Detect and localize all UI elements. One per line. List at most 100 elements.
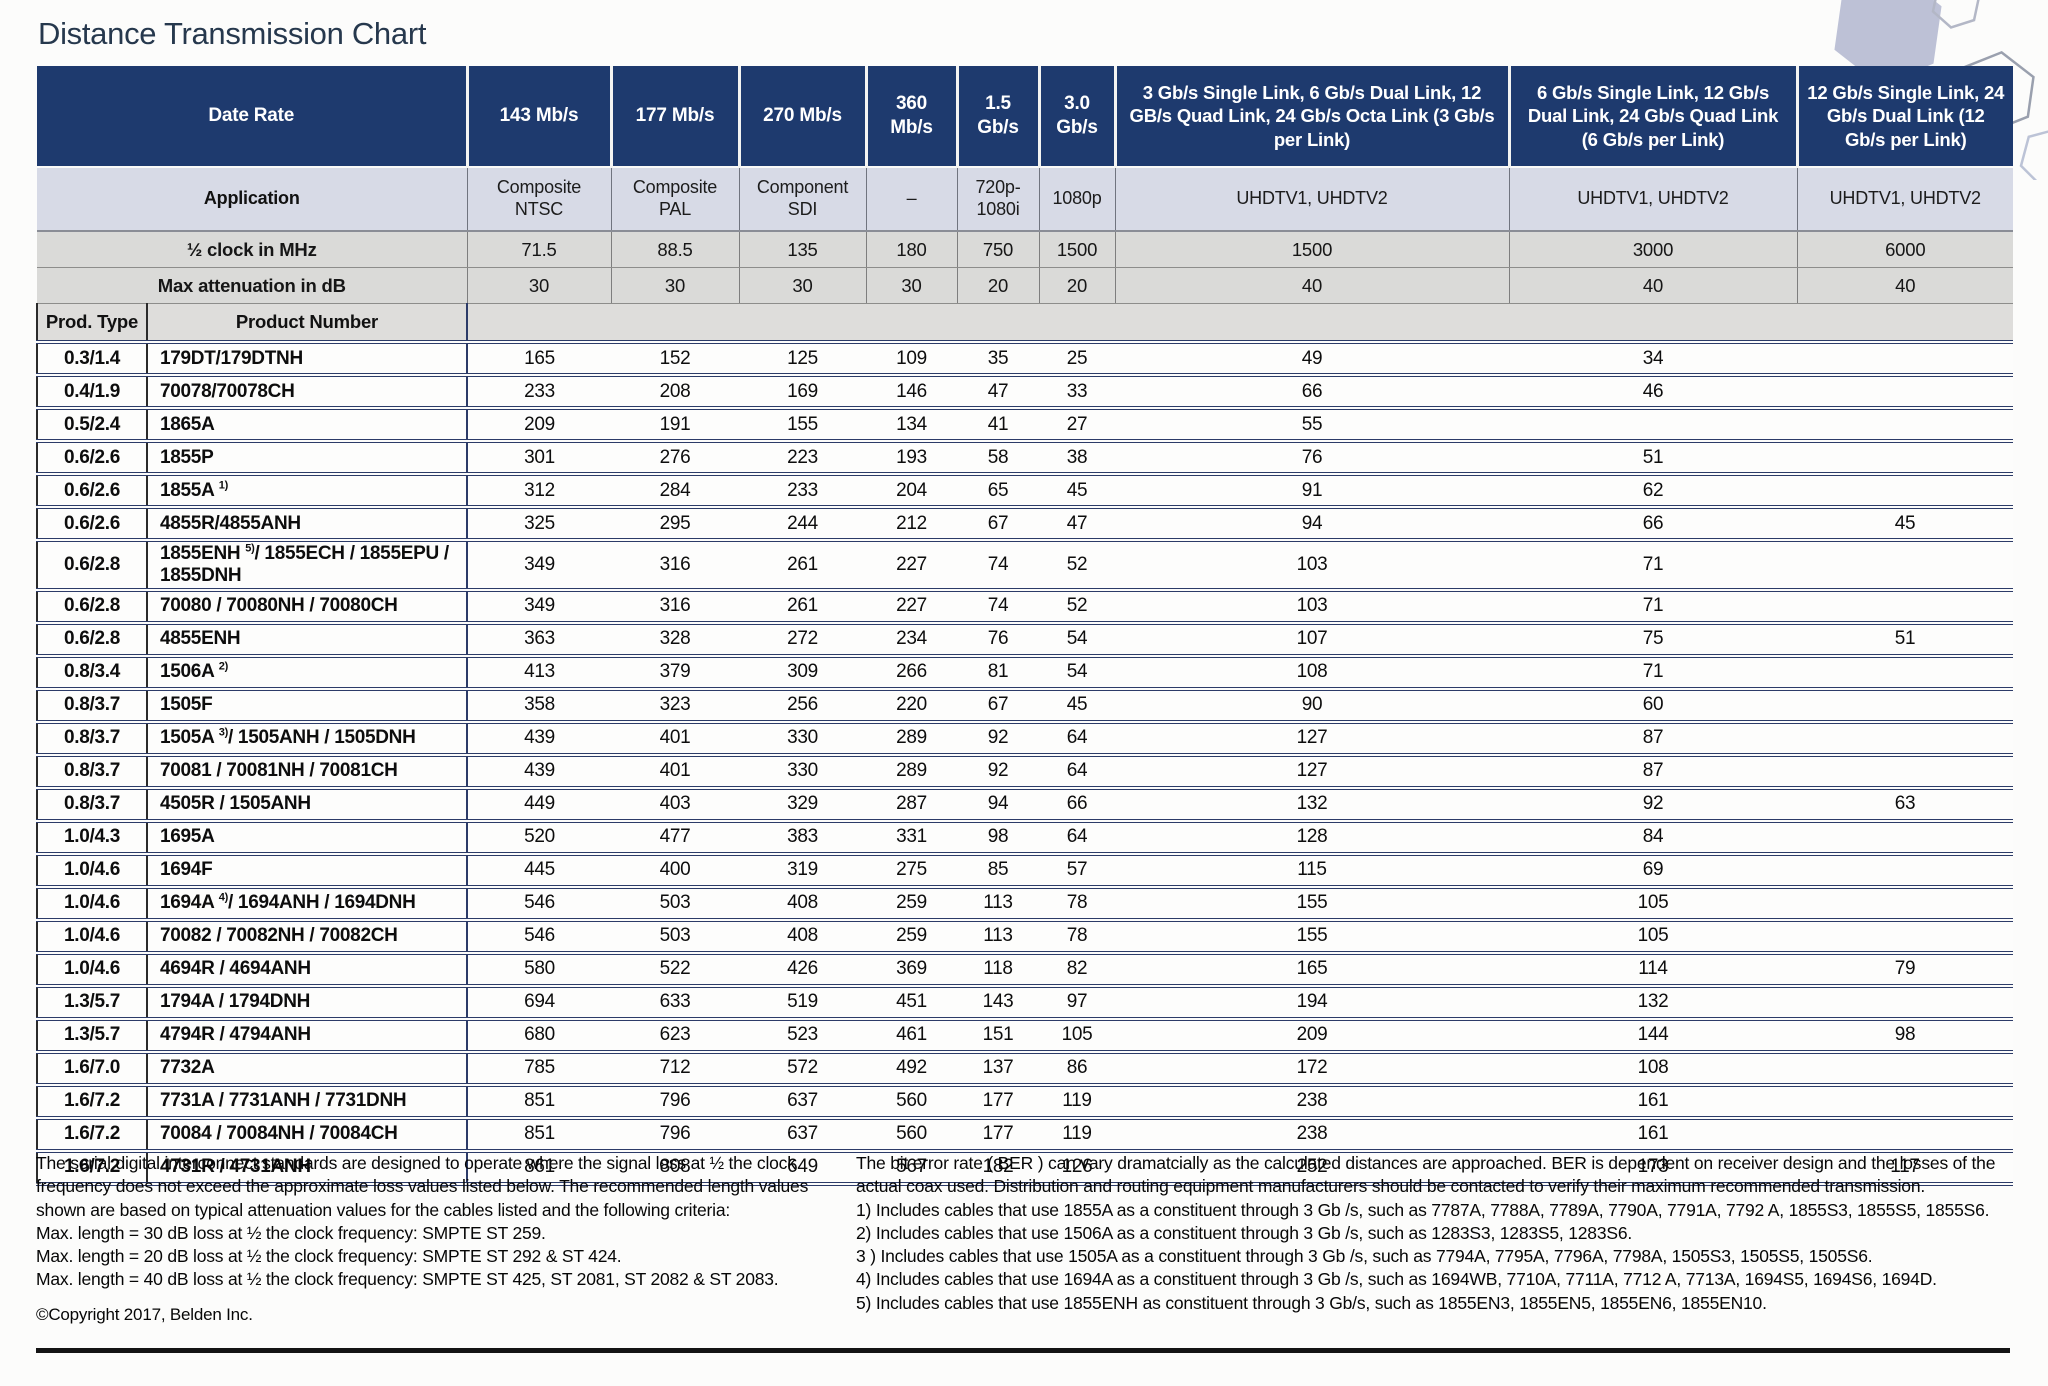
cell-distance-value: 169 — [739, 373, 866, 408]
cell-distance-value: 330 — [739, 719, 866, 755]
cell-distance-value: 445 — [467, 851, 611, 887]
cell-distance-value: 86 — [1039, 1049, 1115, 1085]
data-rate-header-row: Date Rate 143 Mb/s 177 Mb/s 270 Mb/s 360… — [37, 66, 2013, 167]
cell-distance-value: 363 — [467, 620, 611, 656]
cell-distance-value: 492 — [866, 1049, 957, 1085]
cell-distance-value: 212 — [866, 505, 957, 540]
half-clock-cell: 3000 — [1509, 231, 1798, 268]
cell-distance-value: 323 — [611, 686, 739, 722]
cell-product-number: 1865A — [147, 406, 468, 441]
cell-distance-value: 785 — [467, 1049, 611, 1085]
cell-distance-value: 69 — [1509, 851, 1797, 887]
cell-distance-value: 115 — [1115, 851, 1509, 887]
max-attenuation-cell: 30 — [611, 267, 740, 304]
table-row: 1.0/4.6 1694A 4)/ 1694ANH / 1694DNH 546 503… — [36, 884, 2013, 920]
cell-distance-value: 851 — [467, 1082, 611, 1118]
half-clock-corner-label: ½ clock in MHz — [37, 231, 468, 268]
cell-distance-value: 194 — [1115, 983, 1509, 1019]
half-clock-cell: 750 — [957, 231, 1040, 268]
application-cell: UHDTV1, UHDTV2 — [1509, 166, 1798, 232]
cell-prod-type: 1.6/7.0 — [36, 1049, 148, 1085]
cell-distance-value: 33 — [1039, 373, 1115, 408]
cell-distance-value: 165 — [467, 340, 611, 375]
cell-distance-value: 408 — [739, 884, 866, 920]
application-cell: 1080p — [1039, 166, 1116, 232]
cell-distance-value: 109 — [866, 340, 957, 375]
cell-distance-value: 62 — [1509, 472, 1797, 507]
cell-distance-value: 27 — [1039, 406, 1115, 441]
cell-distance-value: 75 — [1509, 620, 1797, 656]
cell-distance-value: 92 — [1509, 785, 1797, 821]
cell-distance-value: 113 — [957, 884, 1039, 920]
cell-distance-value: 113 — [957, 917, 1039, 953]
product-header-spacer — [467, 303, 2013, 342]
cell-distance-value: 289 — [866, 752, 957, 788]
cell-distance-value: 64 — [1039, 818, 1115, 854]
cell-distance-value: 57 — [1039, 851, 1115, 887]
cell-distance-value: 108 — [1115, 653, 1509, 689]
cell-prod-type: 0.8/3.7 — [36, 719, 148, 755]
cell-product-number: 1505A 3)/ 1505ANH / 1505DNH — [147, 719, 468, 755]
cell-distance-value: 637 — [739, 1082, 866, 1118]
cell-distance-value: 309 — [739, 653, 866, 689]
cell-distance-value: 51 — [1797, 620, 2013, 656]
cell-distance-value: 90 — [1115, 686, 1509, 722]
table-row: 0.3/1.4 179DT/179DTNH 165 152 125 109 35 25 49 34 — [36, 340, 2013, 375]
cell-distance-value: 349 — [467, 538, 611, 590]
cell-distance-value: 60 — [1509, 686, 1797, 722]
cell-distance-value: 71 — [1509, 538, 1797, 590]
cell-distance-value: 91 — [1115, 472, 1509, 507]
cell-distance-value — [1797, 719, 2013, 755]
cell-distance-value: 119 — [1039, 1082, 1115, 1118]
half-clock-cell: 6000 — [1797, 231, 2013, 268]
cell-distance-value: 560 — [866, 1115, 957, 1151]
cell-distance-value: 275 — [866, 851, 957, 887]
cell-distance-value: 238 — [1115, 1115, 1509, 1151]
cell-distance-value: 161 — [1509, 1115, 1797, 1151]
cell-prod-type: 0.5/2.4 — [36, 406, 148, 441]
cell-distance-value: 560 — [866, 1082, 957, 1118]
cell-distance-value: 155 — [739, 406, 866, 441]
cell-distance-value: 34 — [1509, 340, 1797, 375]
cell-distance-value: 127 — [1115, 752, 1509, 788]
cell-distance-value: 227 — [866, 587, 957, 623]
cell-distance-value: 67 — [957, 505, 1039, 540]
cell-product-number: 4731R / 4731ANH — [147, 1148, 468, 1186]
cell-distance-value: 84 — [1509, 818, 1797, 854]
cell-distance-value: 330 — [739, 752, 866, 788]
cell-product-number: 4794R / 4794ANH — [147, 1016, 468, 1052]
cell-distance-value: 177 — [957, 1115, 1039, 1151]
cell-product-number: 7732A — [147, 1049, 468, 1085]
cell-distance-value: 259 — [866, 884, 957, 920]
half-clock-cell: 135 — [739, 231, 867, 268]
cell-distance-value: 208 — [611, 373, 739, 408]
cell-prod-type: 1.0/4.6 — [36, 884, 148, 920]
cell-distance-value: 244 — [739, 505, 866, 540]
cell-distance-value: 54 — [1039, 653, 1115, 689]
cell-distance-value: 177 — [957, 1082, 1039, 1118]
cell-distance-value: 52 — [1039, 538, 1115, 590]
criteria-line: Max. length = 40 dB loss at ½ the clock … — [36, 1269, 779, 1290]
column-header-3g-multilink: 3 Gb/s Single Link, 6 Gb/s Dual Link, 12… — [1115, 66, 1511, 167]
cell-distance-value: 134 — [866, 406, 957, 441]
cell-distance-value: 316 — [611, 587, 739, 623]
cell-distance-value: 35 — [957, 340, 1039, 375]
cell-distance-value: 63 — [1797, 785, 2013, 821]
cell-distance-value — [1509, 406, 1797, 441]
cell-distance-value: 143 — [957, 983, 1039, 1019]
cell-distance-value: 861 — [467, 1148, 611, 1186]
cell-distance-value: 45 — [1797, 505, 2013, 540]
cell-distance-value: 54 — [1039, 620, 1115, 656]
cell-distance-value: 52 — [1039, 587, 1115, 623]
cell-product-number: 7731A / 7731ANH / 7731DNH — [147, 1082, 468, 1118]
cell-distance-value: 358 — [467, 686, 611, 722]
cell-distance-value — [1797, 686, 2013, 722]
max-attenuation-cell: 30 — [467, 267, 612, 304]
cell-distance-value — [1797, 406, 2013, 441]
max-attenuation-cell: 20 — [957, 267, 1040, 304]
cell-distance-value: 796 — [611, 1082, 739, 1118]
cell-distance-value: 712 — [611, 1049, 739, 1085]
cell-distance-value: 312 — [467, 472, 611, 507]
cell-distance-value: 103 — [1115, 538, 1509, 590]
cell-distance-value: 46 — [1509, 373, 1797, 408]
